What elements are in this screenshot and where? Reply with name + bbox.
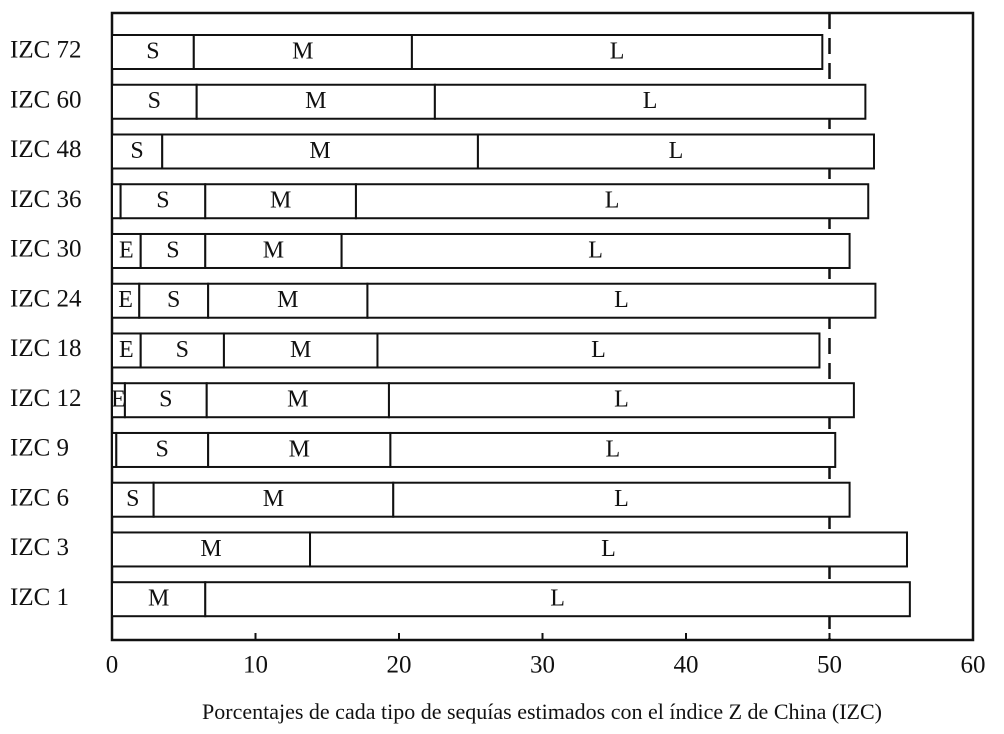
x-tick-label: 40	[674, 652, 699, 679]
segment-label: M	[263, 486, 284, 512]
bar-segment	[376, 332, 821, 369]
segment-label: S	[176, 337, 189, 363]
segment-label: M	[292, 39, 313, 65]
bar-segment	[387, 382, 855, 419]
y-tick-label: IZC 6	[10, 484, 69, 511]
bar-segment	[111, 232, 142, 269]
x-tick-label: 60	[961, 652, 986, 679]
bar-segment	[195, 83, 436, 120]
bar-segment	[205, 382, 390, 419]
segment-label: E	[111, 387, 126, 413]
bar-segment	[433, 83, 867, 120]
bar-segment	[392, 481, 851, 518]
segment-label: L	[669, 138, 684, 164]
segment-label: L	[605, 436, 620, 462]
segment-label: L	[610, 39, 625, 65]
segment-label: L	[601, 536, 616, 562]
segment-label: E	[118, 287, 133, 313]
segment-label: L	[643, 88, 658, 114]
segment-label: L	[614, 287, 629, 313]
segment-label: L	[614, 486, 629, 512]
bar-segment	[111, 83, 198, 120]
bar-segment	[192, 34, 413, 70]
bar-segment	[111, 581, 207, 618]
bar-segment	[119, 183, 207, 220]
y-tick-label: IZC 12	[10, 385, 82, 412]
bar-segment	[138, 282, 210, 319]
x-axis-label: Porcentajes de cada tipo de sequías esti…	[202, 699, 882, 724]
segment-label: E	[119, 237, 134, 263]
x-tick-label: 30	[530, 652, 555, 679]
bar-segment	[340, 232, 851, 269]
segment-label: M	[309, 138, 330, 164]
y-tick-label: IZC 30	[10, 236, 82, 263]
segment-label: M	[277, 287, 298, 313]
segment-label: S	[156, 436, 169, 462]
y-tick-label: IZC 60	[10, 86, 82, 113]
segment-label: M	[148, 586, 169, 612]
bar-segment	[410, 34, 824, 70]
segment-label: L	[614, 387, 629, 413]
segment-label: S	[146, 39, 159, 65]
y-tick-label: IZC 9	[10, 435, 69, 462]
segment-label: M	[200, 536, 221, 562]
segment-label: L	[588, 237, 603, 263]
segment-label: L	[605, 188, 620, 214]
y-tick-label: IZC 3	[10, 534, 69, 561]
y-tick-label: IZC 1	[10, 584, 69, 611]
y-tick-label: IZC 72	[10, 37, 82, 64]
segment-label: S	[166, 237, 179, 263]
bar-segment	[204, 183, 357, 220]
bar-segment	[115, 431, 210, 468]
bar-segment	[139, 332, 225, 369]
bar-segment	[204, 581, 911, 618]
segment-label: L	[591, 337, 606, 363]
bar-segment	[389, 431, 837, 468]
segment-label: M	[270, 188, 291, 214]
segment-label: S	[148, 88, 161, 114]
bar-segment	[111, 133, 164, 170]
bar-segment	[309, 531, 908, 568]
bar-segment	[354, 183, 870, 220]
bar-segment	[366, 282, 877, 319]
bar-segment	[111, 531, 312, 568]
x-tick-label: 50	[817, 652, 842, 679]
segment-label: E	[119, 337, 134, 363]
y-tick-label: IZC 48	[10, 136, 82, 163]
bar-segment	[152, 481, 395, 518]
y-tick-label: IZC 24	[10, 285, 82, 312]
segment-label: M	[289, 436, 310, 462]
segment-label: M	[305, 88, 326, 114]
segment-label: L	[550, 586, 565, 612]
segment-label: M	[263, 237, 284, 263]
segment-label: S	[126, 486, 139, 512]
segment-label: S	[159, 387, 172, 413]
bar-segment	[222, 332, 379, 369]
segment-label: S	[167, 287, 180, 313]
segment-label: M	[287, 387, 308, 413]
bar-segment	[111, 183, 122, 220]
bar-segment	[476, 133, 875, 170]
y-tick-label: IZC 18	[10, 335, 82, 362]
segment-label: S	[130, 138, 143, 164]
segment-label: M	[290, 337, 311, 363]
segment-label: S	[156, 188, 169, 214]
x-tick-label: 10	[243, 652, 268, 679]
x-tick-label: 20	[387, 652, 412, 679]
y-tick-label: IZC 36	[10, 186, 82, 213]
x-tick-label: 0	[106, 652, 119, 679]
